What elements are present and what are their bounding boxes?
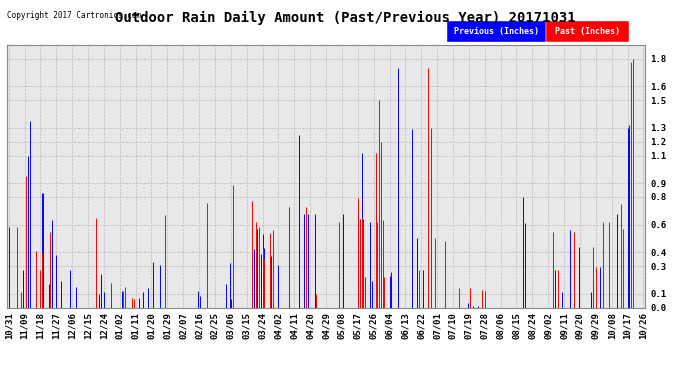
FancyBboxPatch shape <box>546 21 629 42</box>
Text: Outdoor Rain Daily Amount (Past/Previous Year) 20171031: Outdoor Rain Daily Amount (Past/Previous… <box>115 11 575 26</box>
FancyBboxPatch shape <box>447 21 546 42</box>
Text: Past (Inches): Past (Inches) <box>555 27 620 36</box>
Text: Copyright 2017 Cartronics.com: Copyright 2017 Cartronics.com <box>7 11 141 20</box>
Text: Previous (Inches): Previous (Inches) <box>454 27 540 36</box>
